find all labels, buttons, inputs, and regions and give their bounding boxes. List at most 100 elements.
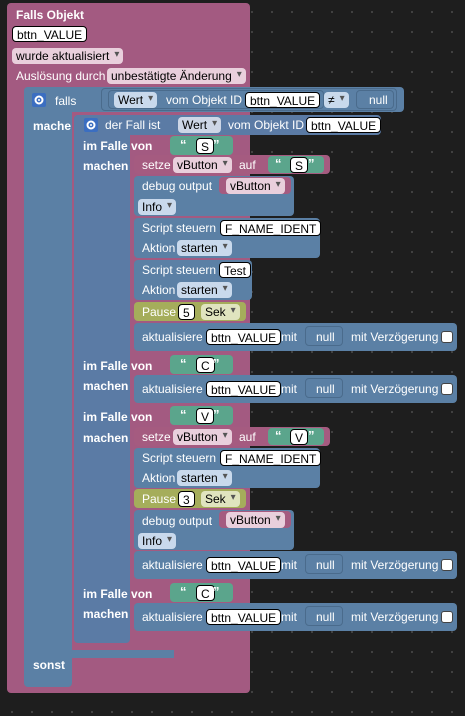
case-1-label: im Falle von: [83, 139, 153, 153]
debug-2-level-dropdown[interactable]: Info: [138, 533, 177, 549]
update-4-mit-label: mit: [281, 610, 297, 624]
case-4-value[interactable]: C: [196, 585, 215, 601]
pause-1-unit-dropdown[interactable]: Sek: [201, 304, 240, 320]
script-1-label: Script steuern: [142, 221, 217, 235]
case-3-do-label: machen: [83, 431, 129, 445]
update-1-object-id[interactable]: bttn_VALUE: [206, 329, 282, 345]
case-2-value[interactable]: C: [196, 357, 215, 373]
pause-1-value[interactable]: 5: [178, 304, 195, 320]
update-2-delay-checkbox[interactable]: [441, 383, 453, 395]
update-2-null-block[interactable]: [305, 378, 343, 398]
case-1-open-quote: “: [180, 137, 187, 152]
update-3-delay-label: mit Verzögerung: [351, 558, 439, 572]
update-block-3[interactable]: [134, 551, 457, 579]
debug-2-var-dropdown[interactable]: vButton: [226, 512, 285, 528]
case-2-label: im Falle von: [83, 359, 153, 373]
case-3-value[interactable]: V: [196, 408, 215, 424]
case-1-close-quote: ”: [213, 137, 220, 152]
script-1-aktion-label: Aktion: [142, 241, 176, 255]
event-cause-label: Auslösung durch: [16, 69, 106, 83]
pause-1-label: Pause: [142, 305, 177, 319]
update-1-null-value: null: [316, 330, 335, 344]
case-4-do-label: machen: [83, 607, 129, 621]
update-2-object-id[interactable]: bttn_VALUE: [206, 381, 282, 397]
update-4-delay-label: mit Verzögerung: [351, 610, 439, 624]
case-2-do-label: machen: [83, 379, 129, 393]
if-block-spine: [24, 87, 72, 687]
if-object-id[interactable]: bttn_VALUE: [245, 92, 321, 108]
script-1-action-dropdown[interactable]: starten: [177, 240, 232, 256]
update-1-delay-label: mit Verzögerung: [351, 330, 439, 344]
script-3-aktion-label: Aktion: [142, 471, 176, 485]
script-2-action-dropdown[interactable]: starten: [177, 282, 232, 298]
set-2-auf-label: auf: [239, 430, 256, 444]
script-2-name[interactable]: Test: [219, 262, 252, 278]
set-1-label: setze: [142, 158, 171, 172]
settings-gear-icon[interactable]: [32, 93, 46, 107]
event-object-id[interactable]: bttn_VALUE: [12, 26, 88, 42]
debug-1-level-dropdown[interactable]: Info: [138, 199, 177, 215]
update-2-mit-label: mit: [281, 382, 297, 396]
update-3-null-value: null: [316, 558, 335, 572]
update-block-2[interactable]: [134, 375, 457, 403]
if-block-else-bar: [24, 650, 174, 658]
set-1-auf-label: auf: [239, 158, 256, 172]
switch-object-id[interactable]: bttn_VALUE: [306, 117, 382, 133]
case-3-open-quote: “: [180, 407, 187, 422]
set-1-value[interactable]: S: [290, 157, 309, 173]
update-3-object-id[interactable]: bttn_VALUE: [206, 557, 282, 573]
update-2-delay-label: mit Verzögerung: [351, 382, 439, 396]
event-title: Falls Objekt: [16, 8, 85, 22]
update-3-delay-checkbox[interactable]: [441, 559, 453, 571]
vom-objekt-label: vom Objekt ID: [166, 93, 243, 107]
event-trigger-dropdown[interactable]: wurde aktualisiert: [12, 48, 124, 64]
update-4-delay-checkbox[interactable]: [441, 611, 453, 623]
switch-spine: [74, 115, 130, 643]
update-3-mit-label: mit: [281, 558, 297, 572]
update-4-object-id[interactable]: bttn_VALUE: [206, 609, 282, 625]
pause-2-unit-dropdown[interactable]: Sek: [201, 491, 240, 507]
script-3-label: Script steuern: [142, 451, 217, 465]
update-2-null-value: null: [316, 382, 335, 396]
update-block-1[interactable]: [134, 323, 457, 351]
pause-2-value[interactable]: 3: [178, 491, 195, 507]
switch-block[interactable]: [74, 115, 381, 135]
set-2-value[interactable]: V: [290, 429, 309, 445]
set-2-open-quote: “: [275, 428, 282, 443]
operator-dropdown[interactable]: ≠: [324, 92, 349, 108]
case-4-label: im Falle von: [83, 587, 153, 601]
script-2-label: Script steuern: [142, 263, 217, 277]
property-dropdown[interactable]: Wert: [114, 92, 158, 108]
script-3-name[interactable]: F_NAME_IDENT: [220, 450, 322, 466]
debug-1-label: debug output: [142, 179, 213, 193]
set-1-close-quote: ”: [308, 156, 315, 171]
set-1-open-quote: “: [275, 156, 282, 171]
switch-gear-icon[interactable]: [84, 118, 98, 132]
set-2-var-dropdown[interactable]: vButton: [173, 429, 232, 445]
update-1-null-block[interactable]: [305, 326, 343, 346]
case-3-close-quote: ”: [213, 407, 220, 422]
case-3-label: im Falle von: [83, 410, 153, 424]
set-1-var-dropdown[interactable]: vButton: [173, 157, 232, 173]
update-4-null-block[interactable]: [305, 606, 343, 626]
case-1-value[interactable]: S: [196, 138, 215, 154]
case-4-open-quote: “: [180, 584, 187, 599]
pause-2-label: Pause: [142, 492, 177, 506]
update-1-delay-checkbox[interactable]: [441, 331, 453, 343]
switch-property-dropdown[interactable]: Wert: [178, 117, 222, 133]
case-2-open-quote: “: [180, 356, 187, 371]
debug-1-var-dropdown[interactable]: vButton: [226, 178, 285, 194]
update-block-4[interactable]: [134, 603, 457, 631]
case-1-do-label: machen: [83, 159, 129, 173]
update-2-label: aktualisiere: [142, 382, 203, 396]
script-1-name[interactable]: F_NAME_IDENT: [220, 220, 322, 236]
event-cause-dropdown[interactable]: unbestätigte Änderung: [107, 68, 246, 84]
update-3-null-block[interactable]: [305, 554, 343, 574]
script-3-action-dropdown[interactable]: starten: [177, 470, 232, 486]
null-block[interactable]: [356, 90, 394, 109]
update-4-label: aktualisiere: [142, 610, 203, 624]
switch-vom-objekt-label: vom Objekt ID: [228, 118, 305, 132]
update-4-null-value: null: [316, 610, 335, 624]
sonst-label: sonst: [33, 658, 66, 672]
switch-label: der Fall ist: [105, 118, 161, 132]
